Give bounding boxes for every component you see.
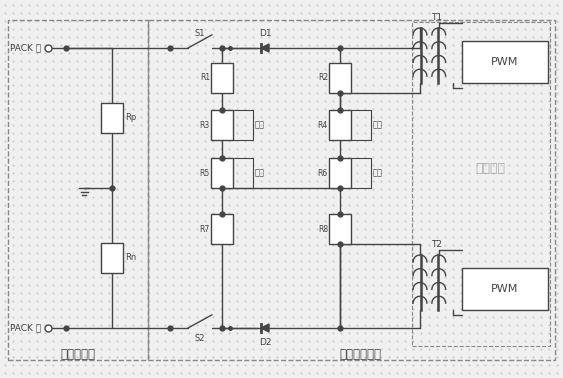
Bar <box>211 63 233 93</box>
Bar <box>329 110 351 140</box>
Bar <box>211 214 233 244</box>
Text: R6: R6 <box>318 169 328 178</box>
Bar <box>211 110 233 140</box>
Text: 升压电路: 升压电路 <box>475 161 505 175</box>
Text: 络缘监测装置: 络缘监测装置 <box>339 347 381 361</box>
Text: PWM: PWM <box>491 57 519 67</box>
Bar <box>329 214 351 244</box>
Bar <box>329 63 351 93</box>
Text: D2: D2 <box>259 338 271 347</box>
Bar <box>101 243 123 273</box>
Text: R4: R4 <box>318 121 328 130</box>
Bar <box>101 103 123 133</box>
Text: 采样: 采样 <box>373 169 383 178</box>
Bar <box>462 268 548 310</box>
Bar <box>462 41 548 83</box>
Text: T1: T1 <box>431 13 442 22</box>
Bar <box>329 158 351 188</box>
Bar <box>211 158 233 188</box>
Text: R5: R5 <box>200 169 210 178</box>
Text: 采样: 采样 <box>373 121 383 130</box>
Text: T2: T2 <box>431 240 442 249</box>
Text: Rp: Rp <box>125 113 136 122</box>
Text: S1: S1 <box>195 29 205 38</box>
Text: PACK 正: PACK 正 <box>10 43 41 53</box>
Text: 采样: 采样 <box>255 121 265 130</box>
Text: R8: R8 <box>318 225 328 234</box>
Text: Rn: Rn <box>125 254 136 262</box>
Text: R1: R1 <box>200 73 210 82</box>
Text: R3: R3 <box>200 121 210 130</box>
Text: R7: R7 <box>200 225 210 234</box>
Polygon shape <box>261 324 269 332</box>
Text: 电池包装置: 电池包装置 <box>60 347 96 361</box>
Text: S2: S2 <box>195 334 205 343</box>
Text: D1: D1 <box>258 29 271 38</box>
Text: PACK 负: PACK 负 <box>10 324 41 333</box>
Text: PWM: PWM <box>491 284 519 294</box>
Text: 采样: 采样 <box>255 169 265 178</box>
Text: R2: R2 <box>318 73 328 82</box>
Polygon shape <box>261 44 269 52</box>
